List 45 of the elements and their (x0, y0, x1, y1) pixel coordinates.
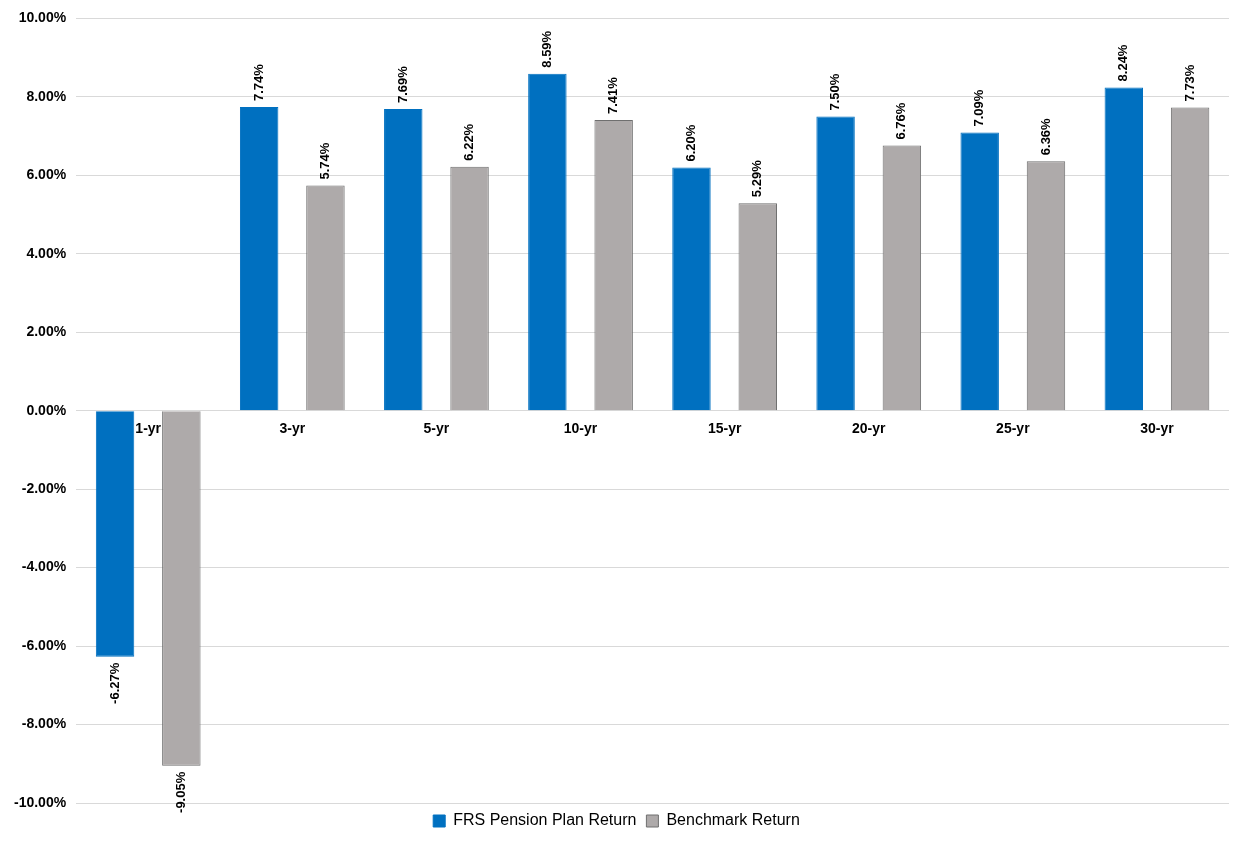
y-tick-label: 8.00% (26, 87, 67, 104)
data-label: 6.76% (893, 102, 909, 140)
bar (960, 132, 999, 411)
y-tick-label: -4.00% (21, 558, 67, 575)
data-label: 8.24% (1115, 44, 1131, 82)
y-tick-label: 4.00% (26, 244, 67, 261)
bar (239, 107, 279, 411)
y-tick-label: -2.00% (21, 480, 67, 497)
bar (384, 109, 423, 411)
y-tick-label: 6.00% (26, 166, 67, 183)
bar (528, 73, 567, 411)
data-label: 7.69% (394, 65, 410, 104)
data-label: 5.74% (317, 142, 333, 180)
data-label: 7.50% (827, 73, 843, 111)
data-label: 7.73% (1181, 64, 1197, 102)
x-tick-label: 5-yr (423, 419, 450, 436)
y-tick-label: 10.00% (18, 9, 67, 26)
y-tick-label: 2.00% (26, 323, 67, 340)
data-label: 7.74% (250, 63, 266, 102)
data-label: 6.22% (461, 123, 477, 161)
y-tick-label: -10.00% (13, 793, 67, 810)
data-label: -9.05% (172, 771, 188, 813)
legend-label: Benchmark Return (666, 811, 800, 829)
y-tick-label: 0.00% (26, 401, 67, 418)
x-tick-label: 1-yr (135, 419, 162, 436)
bar (95, 411, 135, 657)
bar (1104, 87, 1144, 411)
data-label: 7.41% (605, 76, 621, 115)
x-tick-label: 3-yr (279, 419, 306, 436)
x-tick-label: 20-yr (852, 419, 887, 436)
data-label: -6.27% (106, 662, 122, 704)
y-tick-label: -8.00% (21, 715, 67, 732)
bar (672, 167, 711, 411)
x-tick-label: 30-yr (1140, 419, 1175, 436)
legend-label: FRS Pension Plan Return (453, 811, 637, 829)
x-tick-label: 15-yr (707, 419, 742, 436)
y-tick-label: -6.00% (21, 636, 67, 653)
data-label: 6.20% (683, 124, 699, 162)
data-label: 8.59% (538, 30, 554, 68)
x-tick-label: 25-yr (996, 419, 1031, 436)
data-label: 7.09% (971, 89, 987, 127)
x-tick-label: 10-yr (563, 419, 598, 436)
data-label: 6.36% (1037, 117, 1053, 156)
bar (816, 116, 855, 411)
data-label: 5.29% (749, 159, 765, 198)
